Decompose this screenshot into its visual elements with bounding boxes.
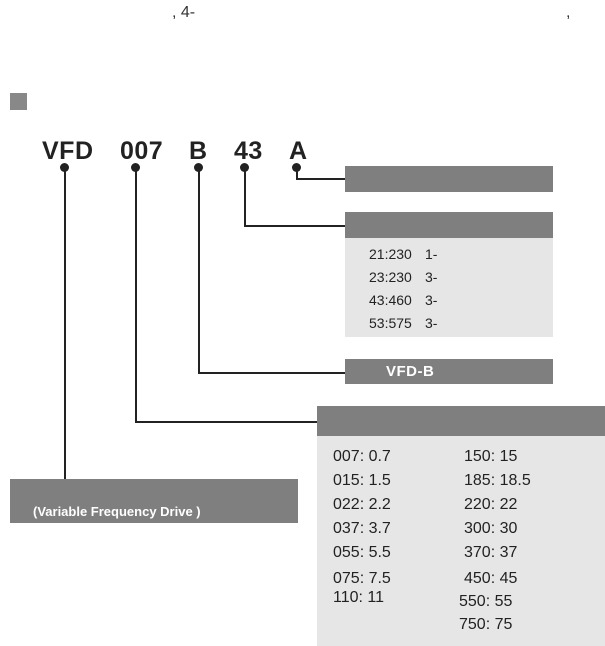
capacity-option: 550: 55 [459,593,513,610]
capacity-option: 022: 2.2 [333,496,391,513]
capacity-options-panel: 007: 0.7 015: 1.5 022: 2.2 037: 3.7 055:… [317,436,605,646]
section-marker-square [10,93,27,110]
capacity-option: 150: 15 [464,448,518,465]
capacity-option: 037: 3.7 [333,520,391,537]
voltage-option-code: 23:230 [369,269,412,285]
connector-dot-vfd [60,163,69,172]
capacity-option: 015: 1.5 [333,472,391,489]
capacity-option: 110: 11 [333,589,385,606]
capacity-option: 750: 75 [459,616,513,633]
code-version: A [289,137,308,165]
capacity-option: 370: 37 [464,544,518,561]
voltage-option-phase: 3- [425,269,438,285]
capacity-option: 220: 22 [464,496,518,513]
capacity-option: 075: 7.5 [333,570,391,587]
connector-dot-series [194,163,203,172]
header-text-fragment: , 4- [172,4,196,21]
header-comma: , [566,4,571,21]
capacity-label-bar [317,406,605,436]
voltage-option-phase: 1- [425,246,438,262]
capacity-option: 055: 5.5 [333,544,391,561]
product-label-bar: (Variable Frequency Drive ) [10,479,298,523]
connector-line-version-v [296,168,298,179]
connector-dot-voltage [240,163,249,172]
voltage-option-code: 21:230 [369,246,412,262]
code-vfd: VFD [42,137,94,165]
voltage-option-row: 23:230 3- [369,269,437,285]
series-label-bar: VFD-B [345,359,553,384]
connector-line-series-v [198,168,200,373]
capacity-option: 007: 0.7 [333,448,391,465]
code-voltage: 43 [234,137,263,165]
connector-line-voltage-h [244,225,345,227]
version-label-bar [345,166,553,192]
voltage-option-code: 53:575 [369,315,412,331]
product-label-text: (Variable Frequency Drive ) [33,504,201,519]
capacity-option: 300: 30 [464,520,518,537]
connector-dot-capacity [131,163,140,172]
connector-line-series-h [198,372,345,374]
connector-line-version-h [296,178,345,180]
connector-line-capacity-v [135,168,137,422]
voltage-option-row: 43:460 3- [369,292,437,308]
connector-dot-version [292,163,301,172]
code-capacity: 007 [120,137,164,165]
series-label-text: VFD-B [386,363,435,380]
voltage-options-panel: 21:230 1- 23:230 3- 43:460 3- 53:575 3- [345,238,553,337]
connector-line-capacity-h [135,421,317,423]
voltage-option-row: 21:230 1- [369,246,437,262]
connector-line-vfd-v [64,168,66,479]
voltage-option-code: 43:460 [369,292,412,308]
voltage-option-phase: 3- [425,292,438,308]
voltage-label-bar [345,212,553,238]
capacity-option: 450: 45 [464,570,518,587]
voltage-option-row: 53:575 3- [369,315,437,331]
capacity-option: 185: 18.5 [464,472,531,489]
voltage-option-phase: 3- [425,315,438,331]
connector-line-voltage-v [244,168,246,226]
code-series: B [189,137,208,165]
